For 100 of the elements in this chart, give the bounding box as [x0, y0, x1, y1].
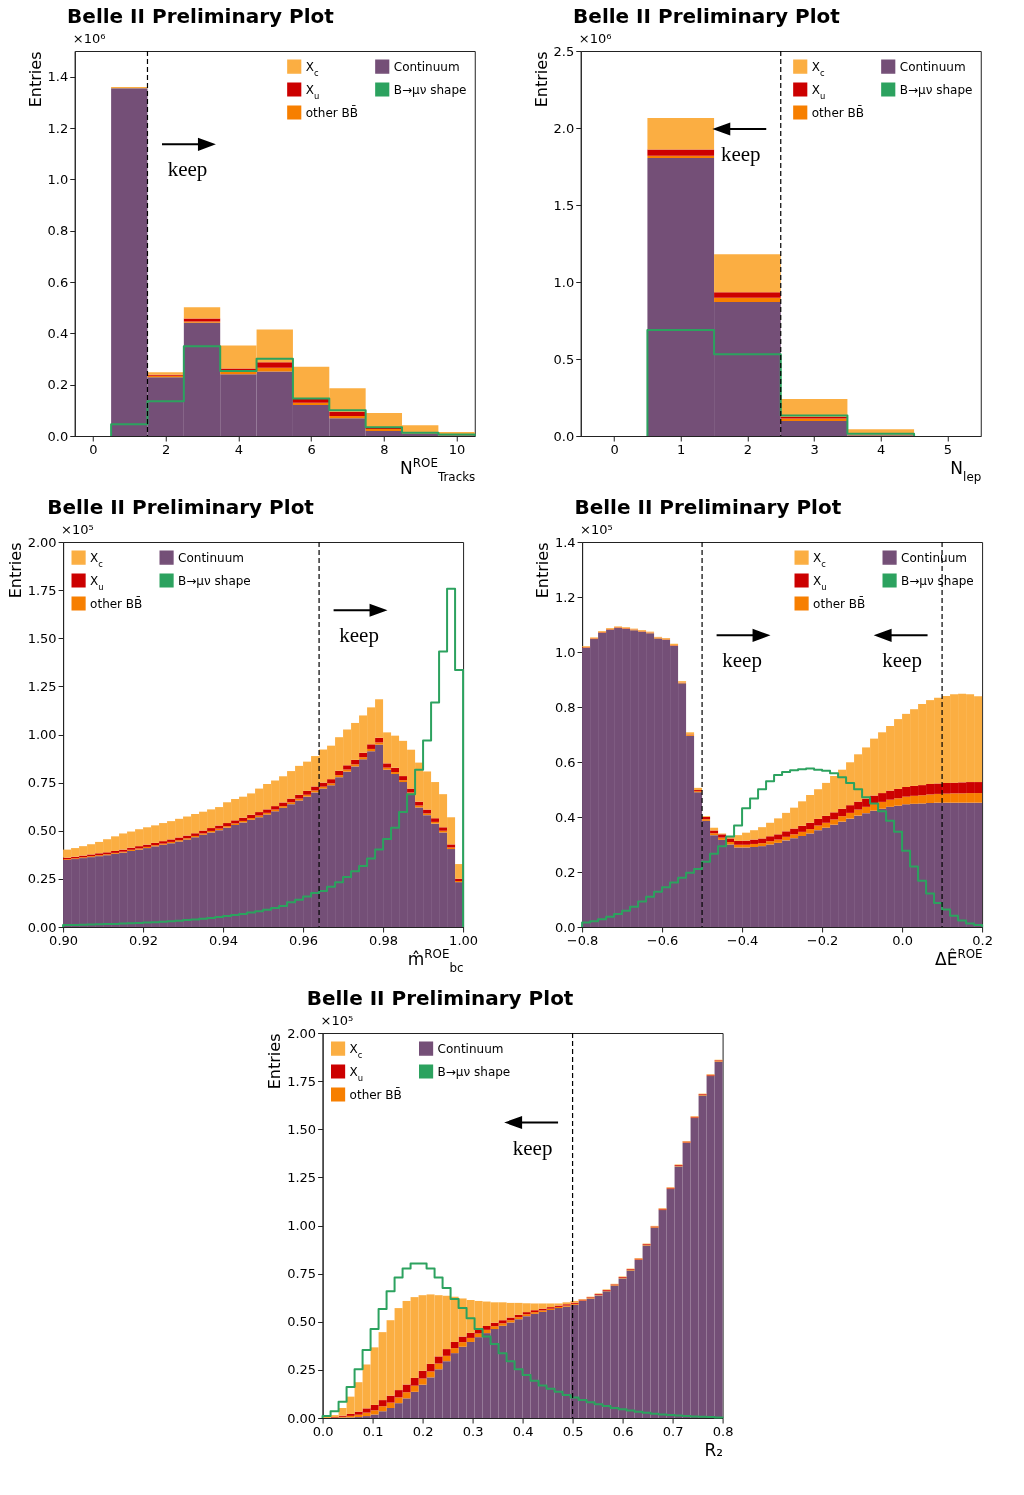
legend-label: Continuum — [178, 550, 244, 565]
chart-title: Belle II Preliminary Plot — [573, 4, 841, 28]
y-tick-label: 0.50 — [287, 1314, 317, 1330]
x-tick-label: 0.2 — [972, 932, 993, 948]
x-tick-label: 8 — [380, 441, 389, 457]
legend-label: B→μν shape — [393, 82, 467, 97]
y-axis-title: Entries — [531, 51, 551, 108]
y-tick-label: 0.75 — [27, 775, 57, 791]
x-tick-label: −0.4 — [726, 932, 759, 948]
y-tick-label: 1.75 — [287, 1073, 317, 1089]
x-tick-label: 0.4 — [512, 1423, 534, 1439]
legend-label: X$_{u}$ — [305, 82, 320, 101]
y-tick-label: 2.0 — [553, 120, 575, 136]
y-tick-label: 1.2 — [554, 589, 576, 605]
legend-label: other BB̄ — [349, 1087, 402, 1102]
x-tick-label: 3 — [810, 441, 819, 457]
y-tick-label: 1.50 — [27, 630, 57, 646]
y-tick-label: 1.2 — [47, 120, 69, 136]
y-axis-title: Entries — [265, 1033, 285, 1090]
y-tick-label: 0.50 — [27, 823, 57, 839]
x-tick-label: 0 — [610, 441, 619, 457]
x-tick-label: −0.8 — [566, 932, 599, 948]
x-tick-label: 0 — [89, 441, 98, 457]
legend-label: X$_{c}$ — [813, 550, 827, 569]
legend-label: X$_{u}$ — [90, 573, 104, 592]
legend-label: B→μν shape — [178, 573, 251, 588]
legend-label: X$_{c}$ — [349, 1041, 363, 1060]
x-axis-title: ΔÊ$^{ROE}$ — [935, 946, 983, 969]
x-tick-label: 0.3 — [462, 1423, 484, 1439]
chart-title: Belle II Preliminary Plot — [47, 495, 315, 519]
text: ×10⁵ — [61, 522, 94, 537]
legend-label: B→μν shape — [437, 1064, 511, 1079]
y-tick-label: 0.4 — [554, 809, 576, 825]
x-tick-label: 0.7 — [662, 1423, 684, 1439]
legend-label: X$_{u}$ — [813, 573, 827, 592]
x-tick-label: −0.2 — [806, 932, 839, 948]
y-tick-label: 0.25 — [27, 871, 57, 887]
x-tick-label: 1.00 — [449, 932, 479, 948]
y-tick-label: 1.4 — [554, 534, 576, 550]
x-tick-label: 1 — [677, 441, 686, 457]
x-tick-label: 0.1 — [362, 1423, 384, 1439]
legend-label: X$_{c}$ — [90, 550, 104, 569]
y-tick-label: 1.5 — [553, 197, 575, 213]
y-tick-label: 1.75 — [27, 582, 57, 598]
legend-label: B→μν shape — [899, 82, 973, 97]
x-tick-label: 0.90 — [49, 932, 79, 948]
y-tick-label: 0.0 — [554, 919, 576, 935]
x-tick-label: 0.98 — [369, 932, 399, 948]
text: ×10⁵ — [580, 522, 613, 537]
y-tick-label: 2.00 — [287, 1025, 317, 1041]
y-tick-label: 2.5 — [553, 43, 575, 59]
ref-line-label: keep — [339, 623, 379, 648]
y-tick-label: 0.2 — [47, 377, 69, 393]
y-tick-label: 1.00 — [27, 727, 57, 742]
x-tick-label: 2 — [162, 441, 171, 457]
ref-line-label: keep — [722, 648, 762, 673]
x-tick-label: 0.0 — [312, 1423, 334, 1439]
x-tick-label: 0.0 — [892, 932, 913, 948]
y-tick-label: 1.0 — [554, 644, 576, 660]
y-tick-label: 0.5 — [553, 351, 575, 367]
y-tick-label: 0.6 — [554, 754, 576, 770]
y-axis-title: Entries — [5, 542, 25, 599]
x-tick-label: 10 — [448, 441, 466, 457]
y-tick-label: 0.0 — [553, 428, 575, 444]
x-tick-label: 0.2 — [412, 1423, 434, 1439]
y-axis-title: Entries — [25, 51, 45, 108]
y-tick-label: 0.00 — [27, 919, 57, 935]
x-tick-label: 4 — [234, 441, 244, 457]
x-axis-title: N$_{lep}$ — [950, 457, 982, 484]
x-tick-label: −0.6 — [646, 932, 679, 948]
text: ×10⁶ — [578, 31, 612, 46]
legend-label: B→μν shape — [901, 573, 974, 588]
y-tick-label: 1.0 — [47, 171, 69, 187]
y-tick-label: 1.4 — [47, 69, 69, 85]
y-tick-label: 2.00 — [27, 534, 57, 550]
ref-line-label: keep — [167, 157, 208, 182]
chart-title: Belle II Preliminary Plot — [574, 495, 842, 519]
x-tick-label: 5 — [943, 441, 953, 457]
legend-label: Continuum — [437, 1041, 504, 1056]
y-tick-label: 0.8 — [554, 699, 576, 715]
y-tick-label: 1.0 — [553, 274, 575, 290]
y-tick-label: 1.00 — [287, 1218, 317, 1233]
legend-label: other BB̄ — [813, 596, 866, 611]
legend-label: other BB̄ — [811, 105, 864, 120]
x-tick-label: 0.8 — [712, 1423, 734, 1439]
legend-label: Continuum — [899, 59, 966, 74]
legend-label: other BB̄ — [90, 596, 143, 611]
x-tick-label: 4 — [877, 441, 886, 457]
x-tick-label: 6 — [307, 441, 316, 457]
x-tick-label: 0.92 — [129, 932, 159, 948]
y-tick-label: 0.8 — [47, 223, 69, 239]
legend-label: Continuum — [901, 550, 967, 565]
chart-title: Belle II Preliminary Plot — [306, 986, 574, 1010]
y-tick-label: 0.2 — [554, 864, 576, 880]
y-tick-label: 0.6 — [47, 274, 69, 290]
x-tick-label: 0.96 — [289, 932, 319, 948]
legend-label: Continuum — [393, 59, 460, 74]
ref-line-label: keep — [720, 141, 761, 166]
y-tick-label: 1.50 — [287, 1121, 317, 1137]
chart-title: Belle II Preliminary Plot — [67, 4, 335, 28]
